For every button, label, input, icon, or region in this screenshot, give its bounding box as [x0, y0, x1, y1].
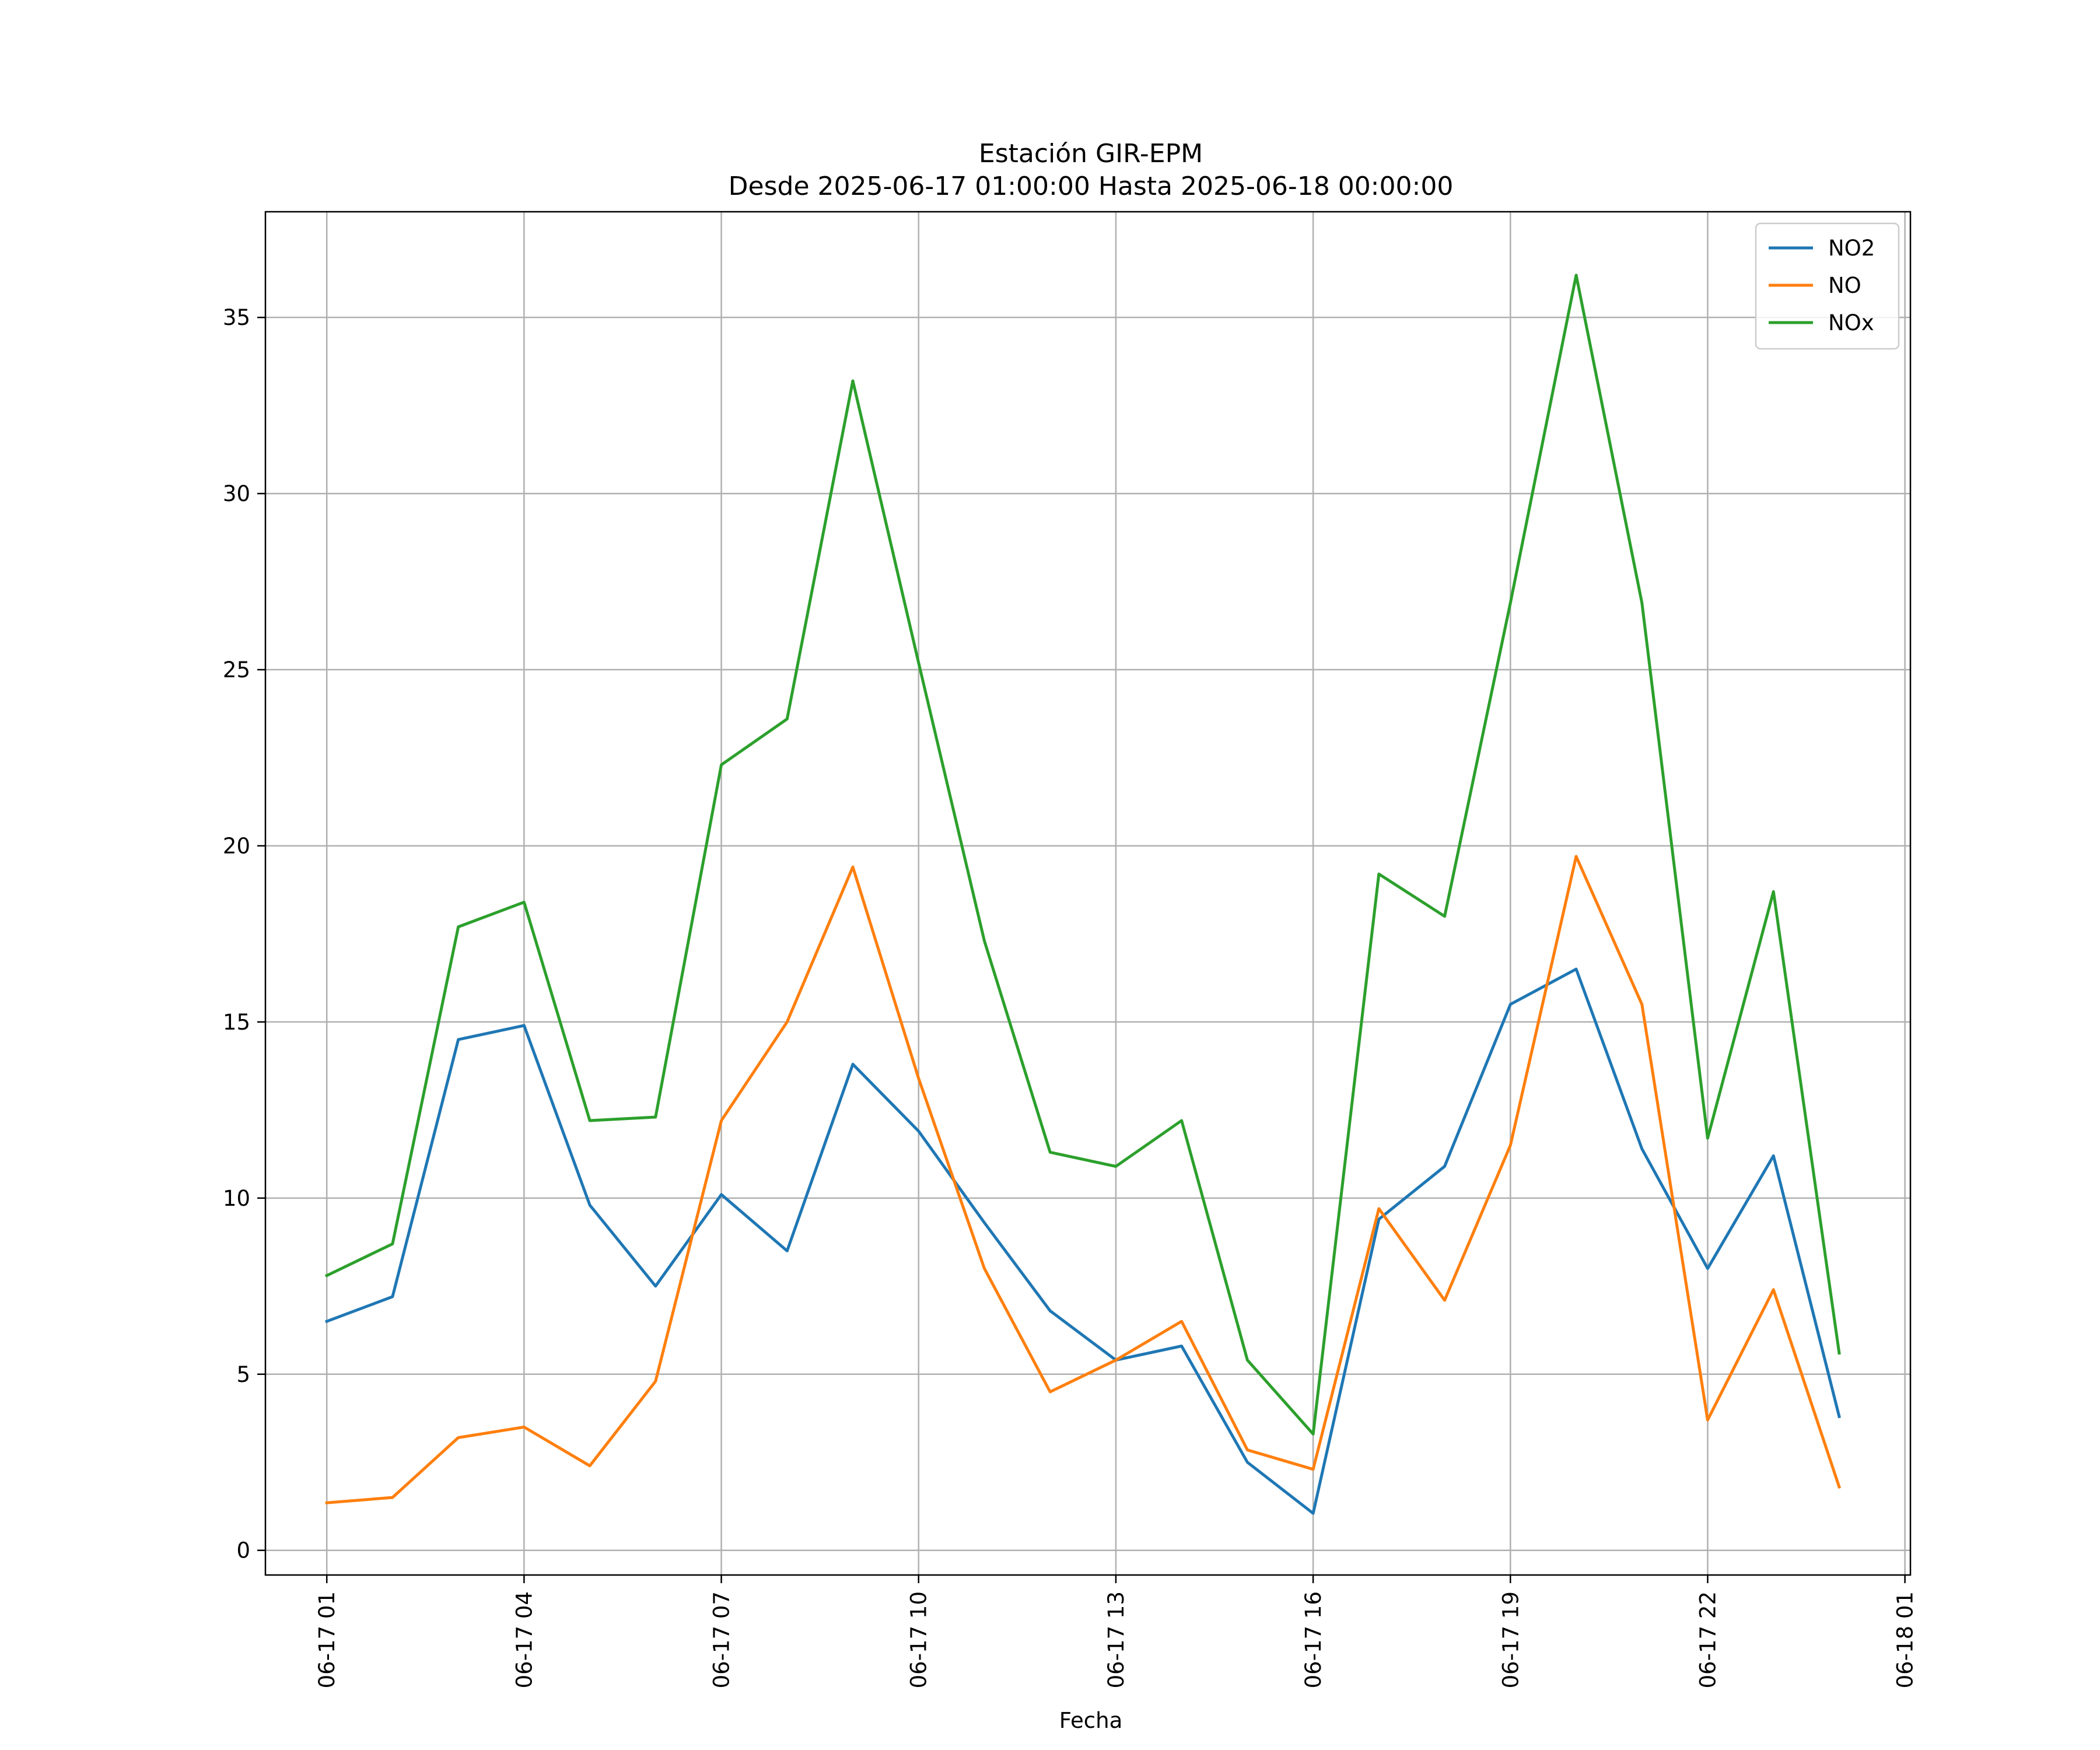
y-tick-label: 5 [236, 1362, 250, 1387]
y-tick-label: 25 [223, 657, 250, 682]
axes-frame [264, 211, 1912, 1576]
legend-box [1755, 222, 1900, 350]
chart-title: Estación GIR-EPM [979, 139, 1203, 169]
y-tick-label: 35 [223, 305, 250, 330]
y-tick-label: 10 [223, 1186, 250, 1211]
series-line-nox [324, 274, 1841, 1436]
x-tick-label: 06-17 07 [709, 1591, 734, 1688]
legend-label-no2: NO2 [1828, 236, 1875, 261]
x-tick-label: 06-17 13 [1104, 1591, 1129, 1688]
x-tick-label: 06-17 22 [1695, 1591, 1720, 1688]
series-line-no [325, 855, 1842, 1504]
x-tick-label: 06-17 16 [1301, 1591, 1326, 1688]
legend: NO2 NO NOx [1755, 222, 1900, 350]
y-tick-label: 20 [223, 834, 250, 859]
y-tick-label: 0 [236, 1538, 250, 1563]
x-tick-label: 06-17 04 [512, 1591, 537, 1688]
x-axis-label: Fecha [1059, 1708, 1123, 1733]
y-tick-label: 15 [223, 1010, 250, 1035]
y-tick-label: 30 [223, 481, 250, 506]
legend-label-no: NO [1828, 273, 1861, 298]
series-line-no2 [324, 967, 1841, 1515]
x-tick-label: 06-17 01 [314, 1591, 340, 1688]
x-tick-label: 06-18 01 [1893, 1591, 1918, 1688]
plot-area: 0 5 10 15 20 25 30 35 06-17 01 06-17 04 06-17 07 06… [223, 211, 1918, 1688]
legend-label-nox: NOx [1828, 310, 1874, 335]
chart-subtitle: Desde 2025-06-17 01:00:00 Hasta 2025-06-… [729, 172, 1454, 201]
x-tick-label: 06-17 10 [907, 1591, 932, 1688]
x-tick-label: 06-17 19 [1498, 1591, 1523, 1688]
